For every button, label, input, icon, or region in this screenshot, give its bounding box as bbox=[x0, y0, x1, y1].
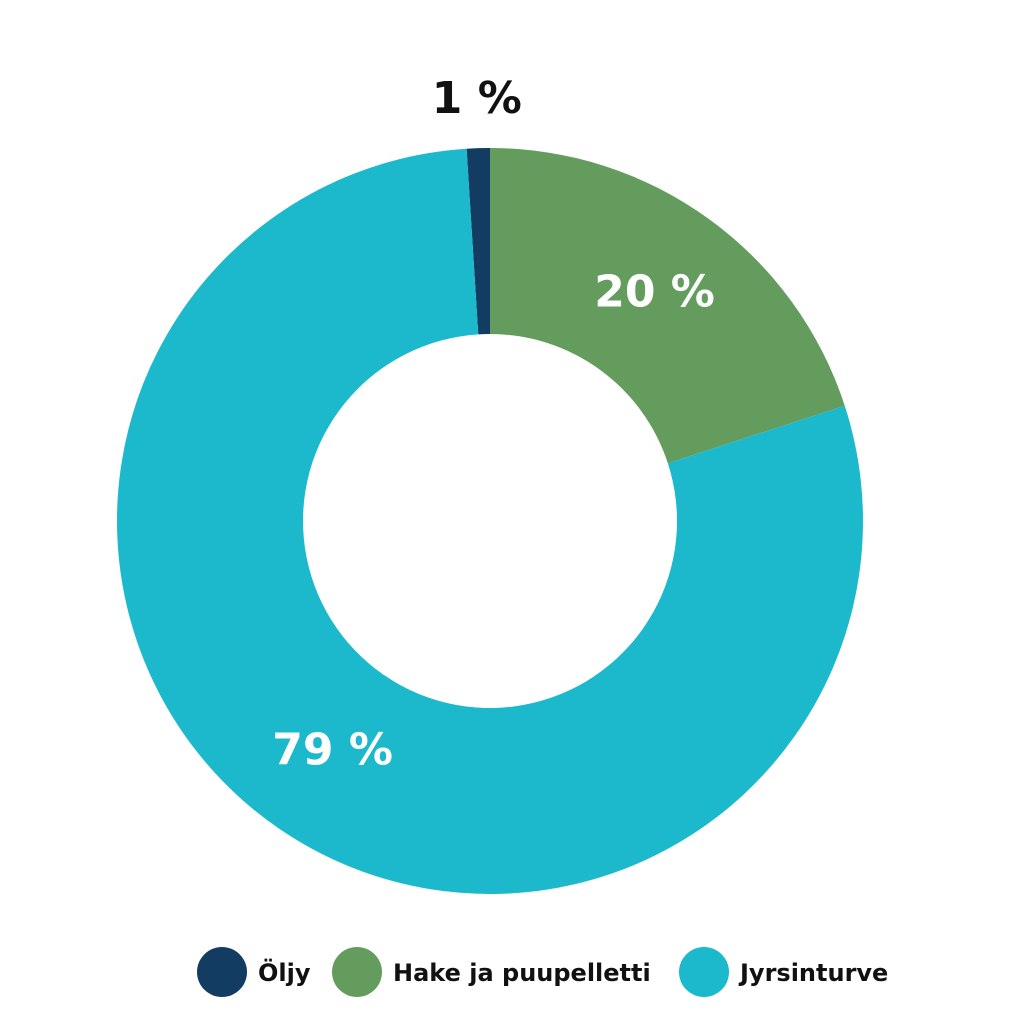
legend-label: Jyrsinturve bbox=[738, 959, 888, 987]
value-label: 20 % bbox=[594, 266, 715, 317]
value-label: 1 % bbox=[432, 73, 522, 124]
donut-slice bbox=[466, 148, 490, 335]
legend-swatch bbox=[679, 947, 729, 997]
value-label: 79 % bbox=[272, 725, 393, 776]
donut-slice bbox=[490, 148, 845, 464]
legend-label: Hake ja puupelletti bbox=[393, 959, 651, 987]
legend-swatch bbox=[332, 947, 382, 997]
legend-swatch bbox=[197, 947, 247, 997]
legend-label: Öljy bbox=[258, 957, 311, 987]
donut-slice bbox=[117, 148, 864, 895]
